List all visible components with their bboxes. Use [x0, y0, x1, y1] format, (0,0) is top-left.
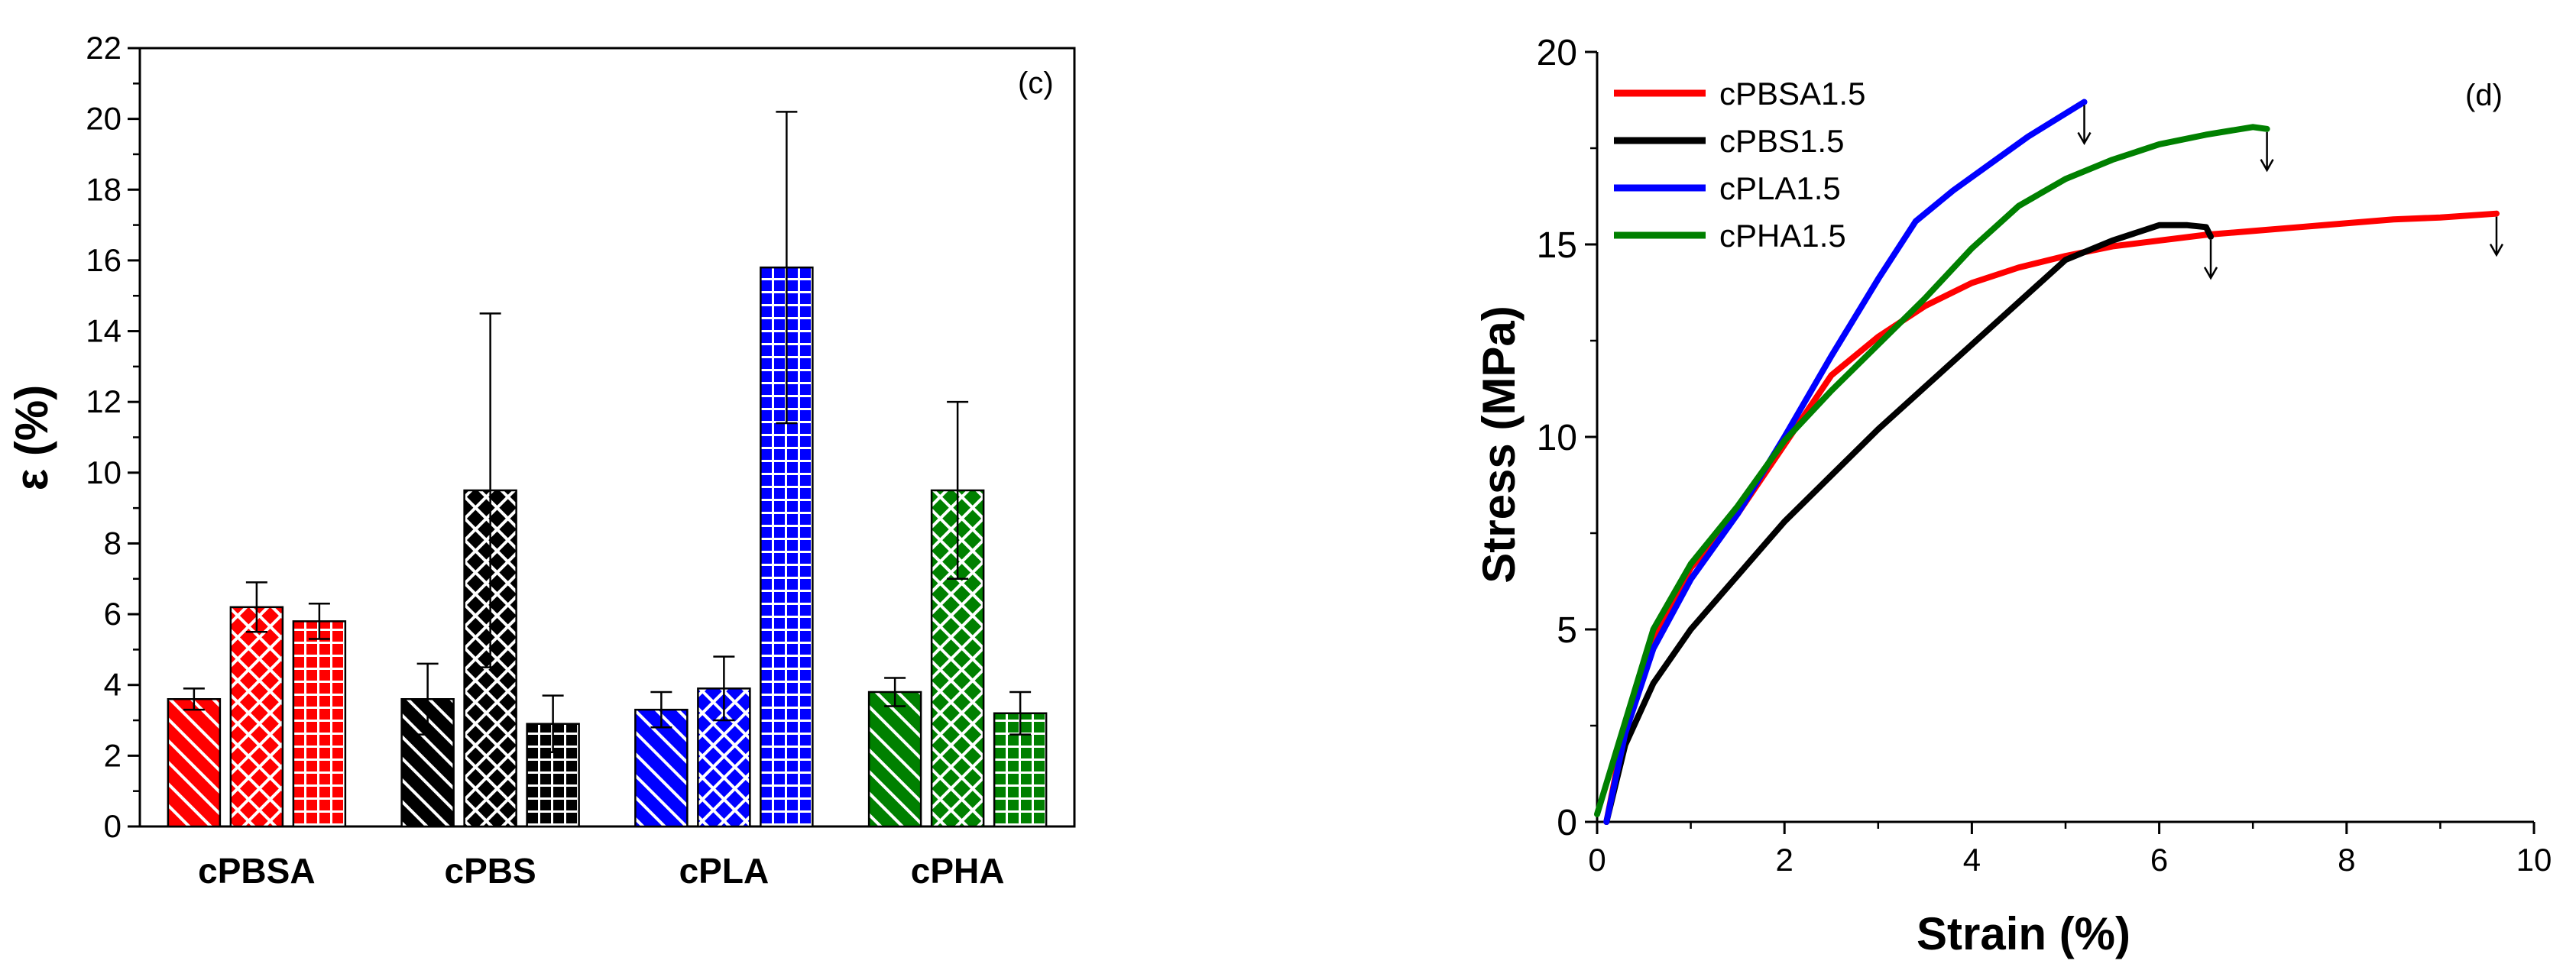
failure-arrow	[2260, 131, 2274, 173]
axes-d: 0 2 4 6 8 10 0 5 10 15 20	[1537, 33, 2552, 878]
error-bar-cPBS-1	[416, 662, 439, 736]
y-tick-label-c: 0	[104, 808, 122, 844]
error-bar-cPHA-2	[947, 400, 969, 581]
x-tick-label-d: 4	[1963, 842, 1981, 878]
x-tick-label-d: 0	[1588, 842, 1606, 878]
failure-arrow	[2203, 239, 2218, 280]
bars-c	[167, 266, 1048, 828]
y-tick-label-c: 20	[86, 101, 122, 137]
error-bar-cPHA-1	[884, 677, 906, 707]
legend-label: cPLA1.5	[1719, 170, 1841, 206]
bar-cPBSA-2	[229, 606, 284, 828]
y-tick-label-c: 6	[104, 596, 122, 632]
failure-arrow	[2077, 105, 2092, 146]
error-bars-c	[183, 111, 1032, 753]
y-tick-label-c: 14	[86, 313, 122, 349]
error-bar-cPBS-3	[542, 694, 564, 753]
bar-cPBS-3	[526, 723, 580, 828]
y-tick-label-d: 5	[1557, 610, 1577, 651]
category-label-cPBS: cPBS	[445, 851, 536, 891]
series-line-cPHA1.5	[1594, 124, 2270, 817]
panel-label-c: (c)	[1018, 66, 1054, 100]
y-tick-label-c: 10	[86, 454, 122, 490]
series-line-cPBS1.5	[1603, 222, 2215, 825]
category-label-cPHA: cPHA	[911, 851, 1005, 891]
series-lines-d	[1594, 99, 2500, 825]
y-tick-label-c: 4	[104, 667, 122, 703]
error-bar-cPBS-2	[479, 312, 501, 668]
failure-arrow	[2489, 216, 2504, 257]
error-bar-cPBSA-3	[308, 602, 330, 640]
x-tick-label-d: 6	[2150, 842, 2168, 878]
bar-cPBSA-1	[167, 698, 222, 828]
x-tick-label-d: 10	[2516, 842, 2552, 878]
y-axis-c: 0 2 4 6 8 10 12 14 16 18 20 22	[86, 30, 140, 844]
error-bar-cPBSA-2	[245, 581, 267, 633]
x-tick-label-d: 2	[1776, 842, 1793, 878]
legend-label: cPHA1.5	[1719, 218, 1846, 254]
y-tick-label-c: 22	[86, 30, 122, 66]
y-tick-label-d: 0	[1557, 803, 1577, 843]
error-bar-cPBSA-1	[183, 687, 205, 711]
category-label-cPLA: cPLA	[679, 851, 770, 891]
failure-arrows-d	[2077, 105, 2504, 280]
y-tick-label-c: 16	[86, 242, 122, 278]
y-tick-label-d: 15	[1537, 225, 1577, 266]
legend-item-cPBS1.5: cPBS1.5	[1614, 123, 1844, 159]
bar-cPHA-1	[867, 691, 922, 828]
y-tick-label-c: 18	[86, 171, 122, 207]
y-tick-label-c: 2	[104, 737, 122, 773]
error-bar-cPHA-3	[1009, 691, 1032, 736]
y-tick-label-d: 20	[1537, 33, 1577, 73]
error-bar-cPLA-3	[776, 111, 798, 425]
x-tick-label-d: 8	[2338, 842, 2355, 878]
legend-item-cPLA1.5: cPLA1.5	[1614, 170, 1841, 206]
series-line-cPBSA1.5	[1603, 210, 2500, 825]
y-axis-title-c: ε (%)	[6, 385, 57, 490]
category-label-cPBSA: cPBSA	[198, 851, 315, 891]
x-axis-c: cPBSA cPBS cPLA cPHA	[198, 851, 1004, 891]
legend-d: cPBSA1.5 cPBS1.5 cPLA1.5 cPHA1.5	[1614, 76, 1865, 254]
bar-chart-panel-c: 0 2 4 6 8 10 12 14 16 18 20 22 cPBSA cPBS cPLA cPHA ε …	[6, 30, 1076, 891]
error-bar-cPLA-1	[650, 691, 672, 729]
y-axis-title-d: Stress (MPa)	[1473, 306, 1525, 583]
bar-cPBSA-3	[292, 620, 347, 828]
legend-item-cPHA1.5: cPHA1.5	[1614, 218, 1846, 254]
series-line-cPLA1.5	[1603, 99, 2088, 825]
panel-label-d: (d)	[2465, 79, 2503, 112]
legend-label: cPBSA1.5	[1719, 76, 1865, 112]
y-tick-label-c: 8	[104, 525, 122, 561]
error-bar-cPLA-2	[713, 655, 735, 722]
bar-cPLA-1	[634, 708, 689, 828]
legend-label: cPBS1.5	[1719, 123, 1844, 159]
legend-item-cPBSA1.5: cPBSA1.5	[1614, 76, 1865, 112]
y-tick-label-d: 10	[1537, 418, 1577, 458]
y-tick-label-c: 12	[86, 383, 122, 419]
x-axis-title-d: Strain (%)	[1917, 908, 2130, 959]
